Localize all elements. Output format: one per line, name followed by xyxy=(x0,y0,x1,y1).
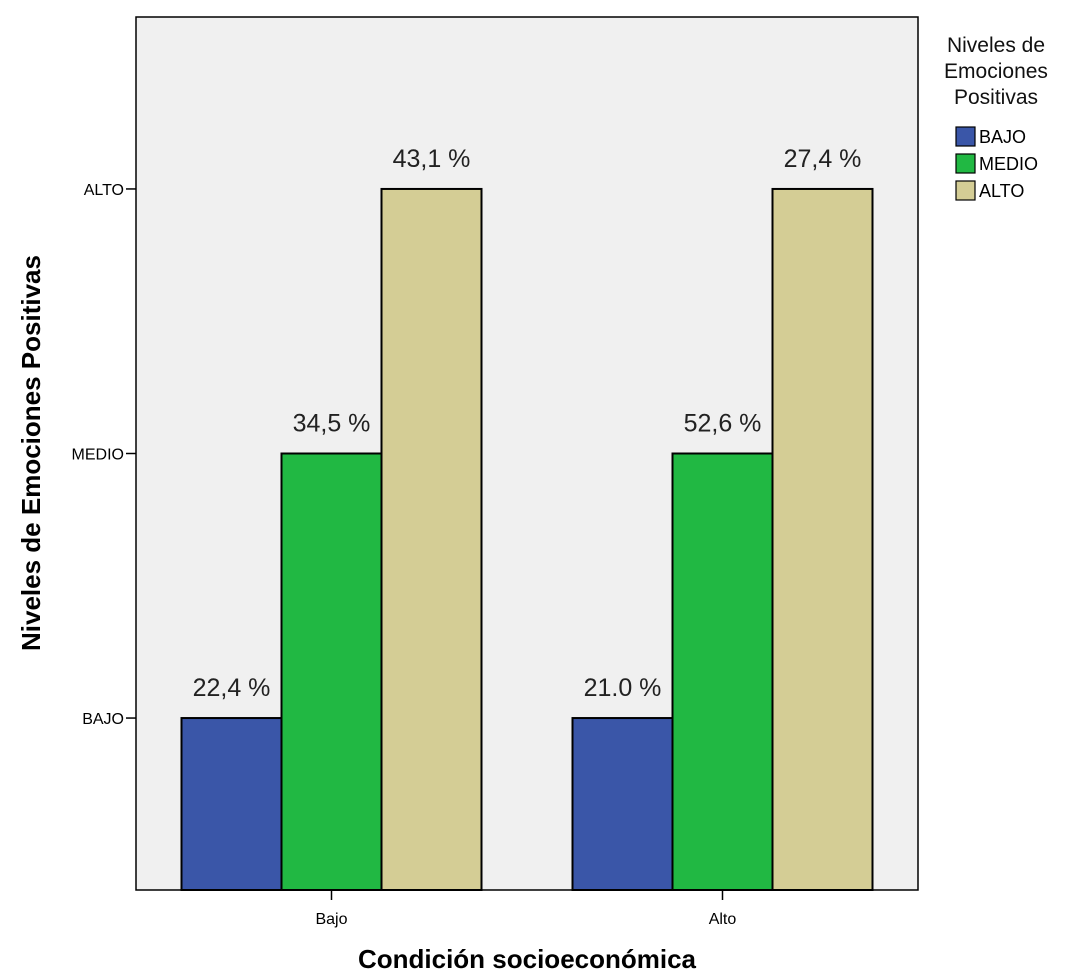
data-label: 21.0 % xyxy=(584,674,662,702)
bar-alto-bajo xyxy=(380,187,483,892)
data-label: 34,5 % xyxy=(293,410,371,438)
y-axis-title: Niveles de Emociones Positivas xyxy=(16,255,46,651)
x-tick-label: Bajo xyxy=(315,911,347,928)
legend-title: Emociones xyxy=(944,60,1048,83)
y-tick-label: BAJO xyxy=(82,711,124,728)
bar-medio-bajo xyxy=(280,452,383,891)
x-axis: Bajo Alto xyxy=(315,890,736,928)
data-label: 27,4 % xyxy=(784,145,862,173)
legend: Niveles de Emociones Positivas BAJO MEDIO ALT… xyxy=(944,34,1048,201)
y-axis: BAJO MEDIO ALTO xyxy=(72,182,136,728)
legend-label-alto: ALTO xyxy=(979,181,1024,201)
bar-medio-alto xyxy=(671,452,774,891)
x-axis-title: Condición socioeconómica xyxy=(358,944,697,974)
legend-title: Niveles de xyxy=(947,34,1045,57)
data-label: 52,6 % xyxy=(684,410,762,438)
bar-bajo-alto xyxy=(571,717,674,892)
legend-label-bajo: BAJO xyxy=(979,127,1026,147)
y-tick-label: MEDIO xyxy=(72,447,124,464)
legend-swatch-alto xyxy=(955,180,976,201)
y-tick-label: ALTO xyxy=(84,182,124,199)
legend-swatch-medio xyxy=(955,153,976,174)
legend-label-medio: MEDIO xyxy=(979,154,1038,174)
bar-alto-alto xyxy=(771,187,874,892)
legend-swatch-bajo xyxy=(955,126,976,147)
bars xyxy=(180,187,874,892)
legend-title: Positivas xyxy=(954,86,1038,109)
data-labels: 22,4 % 21.0 % 34,5 % 52,6 % 43,1 % 27,4 % xyxy=(193,145,862,702)
bar-bajo-bajo xyxy=(180,717,283,892)
x-tick-label: Alto xyxy=(709,911,737,928)
data-label: 43,1 % xyxy=(393,145,471,173)
data-label: 22,4 % xyxy=(193,674,271,702)
